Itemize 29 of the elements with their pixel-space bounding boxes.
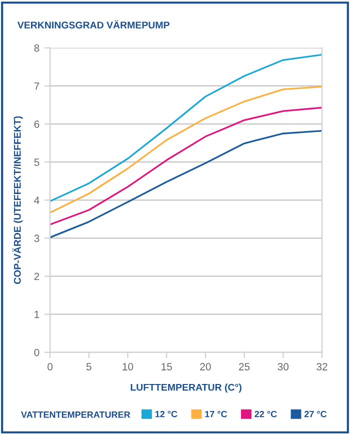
legend-label: 27 °C (304, 410, 327, 418)
x-tick-label: 32 (316, 363, 328, 370)
legend-label: 17 °C (205, 410, 228, 418)
x-tick-label: 0 (48, 363, 53, 370)
y-tick-label: 7 (34, 82, 40, 90)
x-tick-label: 5 (86, 363, 92, 370)
legend-label: 12 °C (155, 410, 178, 418)
y-tick-label: 2 (34, 272, 40, 280)
y-tick-label: 3 (34, 234, 40, 242)
line-series (50, 130, 322, 238)
x-tick-label: 10 (122, 363, 134, 370)
line-series (50, 106, 322, 226)
y-tick-label: 1 (34, 310, 40, 318)
line-series (50, 86, 322, 214)
y-tick-label: 5 (34, 158, 40, 166)
chart-title: VERKNINGSGRAD VÄRMEPUMP (17, 20, 170, 28)
y-tick-label: 4 (34, 196, 40, 204)
y-axis-title: COP-VÄRDE (UTEFFEKT/INEFFEKT) (12, 116, 23, 284)
y-tick-label: 0 (34, 348, 40, 356)
x-axis-title: LUFTTEMPERATUR (C°) (130, 384, 242, 393)
x-tick-label: 15 (162, 363, 172, 370)
x-tick-label: 25 (239, 363, 250, 370)
legend-title: VATTENTEMPERATURER (21, 412, 130, 418)
y-tick-label: 6 (34, 120, 40, 128)
y-tick-label: 8 (34, 44, 40, 52)
legend-label: 22 °C (254, 410, 277, 418)
x-tick-label: 20 (200, 363, 211, 370)
line-series (50, 54, 322, 202)
x-tick-label: 30 (278, 363, 289, 370)
